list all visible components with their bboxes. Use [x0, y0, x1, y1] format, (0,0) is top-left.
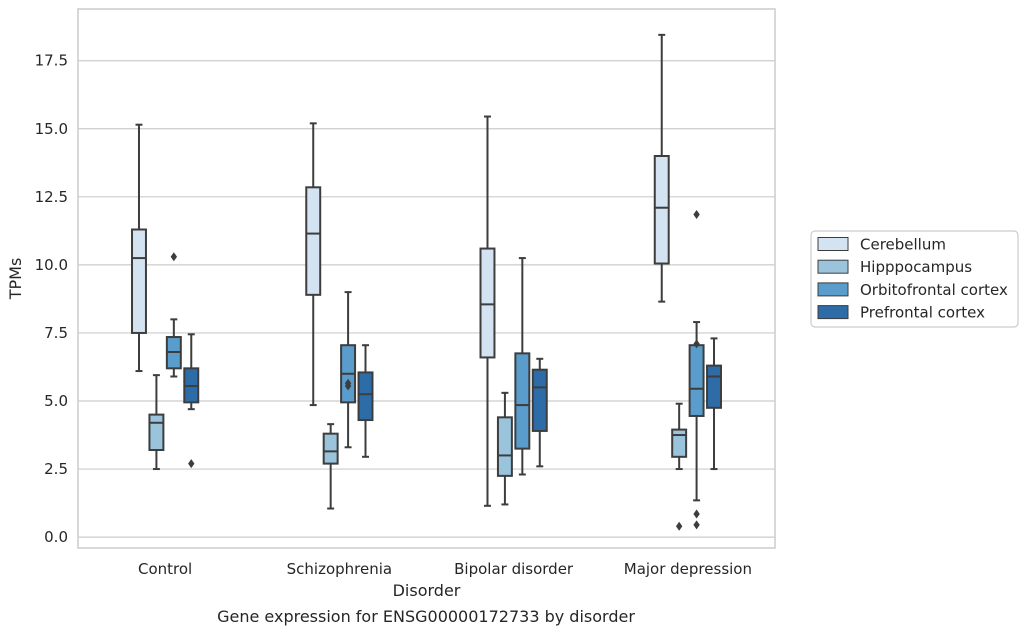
box-hipppocampus — [148, 374, 165, 471]
box-iqr — [706, 364, 722, 409]
y-tick-label: 5.0 — [44, 392, 68, 410]
x-tick-label: Major depression — [624, 560, 752, 578]
box-plot-series — [131, 33, 722, 531]
plot-frame — [77, 8, 776, 549]
box-iqr — [653, 155, 670, 265]
x-axis-label: Disorder — [393, 581, 461, 600]
box-prefrontal-cortex — [706, 337, 722, 471]
box-cerebellum — [653, 33, 670, 303]
legend-item: Hipppocampus — [817, 258, 972, 276]
box-iqr — [496, 416, 513, 477]
y-tick-label: 17.5 — [35, 52, 68, 70]
outlier-point — [693, 339, 700, 349]
y-tick-label: 12.5 — [35, 188, 68, 206]
y-axis-ticks: 0.0 2.5 5.0 7.5 10.0 12.5 15.0 17.5 — [35, 52, 68, 546]
legend: Cerebellum Hipppocampus Orbitofrontal cort… — [810, 230, 1019, 328]
outlier-point — [693, 509, 700, 519]
box-iqr — [305, 186, 322, 296]
box-iqr — [671, 428, 688, 458]
legend-item: Cerebellum — [817, 236, 946, 254]
legend-swatch — [817, 237, 849, 251]
box-iqr — [131, 228, 147, 334]
box-hipppocampus — [671, 402, 688, 531]
box-hipppocampus — [496, 391, 513, 506]
box-cerebellum — [479, 115, 496, 507]
x-tick-label: Schizophrenia — [287, 560, 392, 578]
y-tick-label: 2.5 — [44, 460, 68, 478]
box-orbitofrontal-cortex — [165, 252, 182, 378]
box-cerebellum — [305, 122, 322, 407]
legend-label: Hipppocampus — [860, 258, 972, 276]
box-iqr — [479, 247, 496, 359]
box-iqr — [357, 371, 374, 422]
y-axis-label: TPMs — [6, 258, 25, 301]
box-iqr — [531, 368, 548, 432]
y-tick-label: 10.0 — [35, 256, 68, 274]
box-orbitofrontal-cortex — [514, 257, 531, 476]
outlier-point — [675, 521, 683, 531]
legend-swatch — [817, 282, 849, 297]
outlier-point — [693, 520, 700, 530]
legend-swatch — [817, 259, 849, 274]
legend-label: Cerebellum — [860, 236, 946, 254]
x-axis-ticks: Control Schizophrenia Bipolar disorder Majo… — [138, 560, 752, 578]
legend-label: Orbitofrontal cortex — [860, 281, 1008, 299]
box-iqr — [514, 352, 531, 450]
y-tick-label: 7.5 — [44, 324, 68, 342]
box-cerebellum — [131, 123, 147, 373]
y-tick-label: 0.0 — [44, 528, 68, 546]
outlier-point — [344, 378, 352, 388]
legend-item: Prefrontal cortex — [817, 304, 985, 322]
legend-swatch — [817, 305, 849, 320]
legend-frame — [810, 230, 1019, 328]
outlier-point — [170, 252, 178, 262]
y-tick-label: 15.0 — [35, 120, 68, 138]
box-iqr — [148, 413, 165, 452]
box-orbitofrontal-cortex — [340, 291, 357, 449]
box-orbitofrontal-cortex — [688, 210, 705, 530]
chart-caption: Gene expression for ENSG00000172733 by d… — [217, 607, 635, 626]
legend-item: Orbitofrontal cortex — [817, 281, 1008, 299]
outlier-point — [693, 210, 700, 220]
box-iqr — [322, 432, 339, 465]
box-prefrontal-cortex — [357, 344, 374, 458]
box-prefrontal-cortex — [531, 357, 548, 468]
x-tick-label: Bipolar disorder — [454, 560, 574, 578]
box-hipppocampus — [322, 423, 339, 510]
outlier-point — [188, 459, 195, 469]
box-prefrontal-cortex — [183, 333, 200, 469]
box-iqr — [688, 344, 705, 417]
x-tick-label: Control — [138, 560, 192, 578]
legend-label: Prefrontal cortex — [860, 304, 985, 322]
